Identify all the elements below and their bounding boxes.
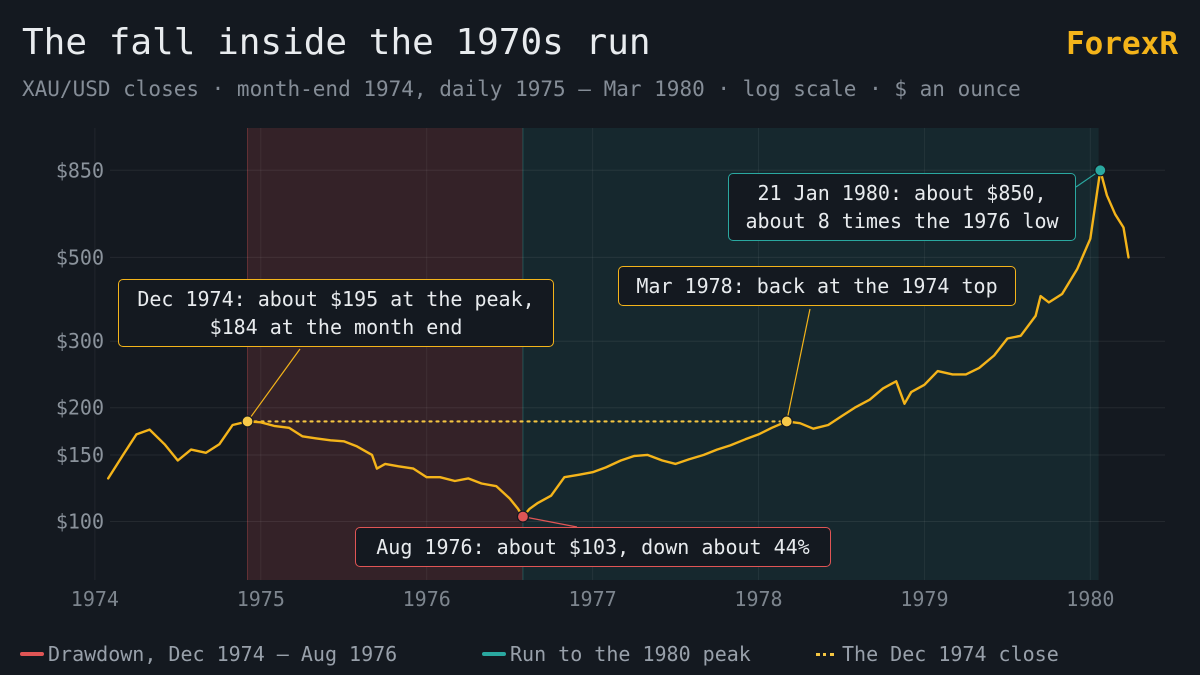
y-tick-label: $200 [56,396,104,420]
marker-mar-1978 [780,415,793,428]
callout-aug-1976: Aug 1976: about $103, down about 44% [355,527,831,567]
x-tick-label: 1980 [1066,587,1114,611]
bands-layer [247,128,1099,580]
callout-mar-1978: Mar 1978: back at the 1974 top [618,266,1016,306]
legend-run-label: Run to the 1980 peak [510,642,751,666]
brand-logo: ForexR [1066,26,1178,62]
callout-aug-1976-text: Aug 1976: about $103, down about 44% [376,535,810,559]
legend-run: Run to the 1980 peak [482,642,751,666]
y-tick-label: $300 [56,329,104,353]
legend-drawdown-label: Drawdown, Dec 1974 – Aug 1976 [48,642,398,666]
x-tick-label: 1979 [900,587,948,611]
connector-layer [247,169,1101,528]
callout-jan-1980: 21 Jan 1980: about $850, about 8 times t… [728,173,1076,241]
x-tick-label: 1976 [403,587,451,611]
series-layer [107,169,1130,518]
legend-drawdown: Drawdown, Dec 1974 – Aug 1976 [20,642,397,666]
legend-reference-swatch [816,652,834,656]
connector-dec-1974 [247,348,301,422]
x-tick-label: 1975 [237,587,285,611]
legend-drawdown-swatch [20,652,44,656]
y-tick-label: $500 [56,245,104,269]
chart-subtitle: XAU/USD closes · month-end 1974, daily 1… [22,77,1021,101]
price-line [107,169,1130,518]
connector-aug-1976 [522,516,578,528]
callout-mar-1978-text: Mar 1978: back at the 1974 top [636,274,998,298]
marker-aug-1976 [516,510,530,523]
chart-title: The fall inside the 1970s run [22,22,651,63]
callout-jan-1980-line1: 21 Jan 1980: about $850, [757,181,1047,205]
callout-dec-1974-line1: Dec 1974: about $195 at the peak, [137,287,535,311]
callout-dec-1974: Dec 1974: about $195 at the peak, $184 a… [118,279,554,347]
y-tick-label: $850 [56,158,104,182]
y-tick-label: $100 [56,509,104,533]
x-tick-label: 1974 [71,587,119,611]
connector-mar-1978 [786,308,811,422]
ticks-layer: $100 $150 $200 $300 $500 $850 1974 1975 1976 1977… [56,158,1115,611]
legend-run-swatch [482,652,506,656]
callout-dec-1974-line2: $184 at the month end [209,315,463,339]
legend-reference-label: The Dec 1974 close [842,642,1059,666]
x-tick-label: 1977 [569,587,617,611]
marker-jan-1980 [1094,164,1107,177]
y-tick-label: $150 [56,443,104,467]
callout-jan-1980-line2: about 8 times the 1976 low [745,209,1059,233]
drawdown-band [247,128,523,580]
marker-dec-1974 [241,415,254,428]
marker-layer [241,164,1107,523]
legend-reference: The Dec 1974 close [816,642,1059,666]
x-tick-label: 1978 [734,587,782,611]
